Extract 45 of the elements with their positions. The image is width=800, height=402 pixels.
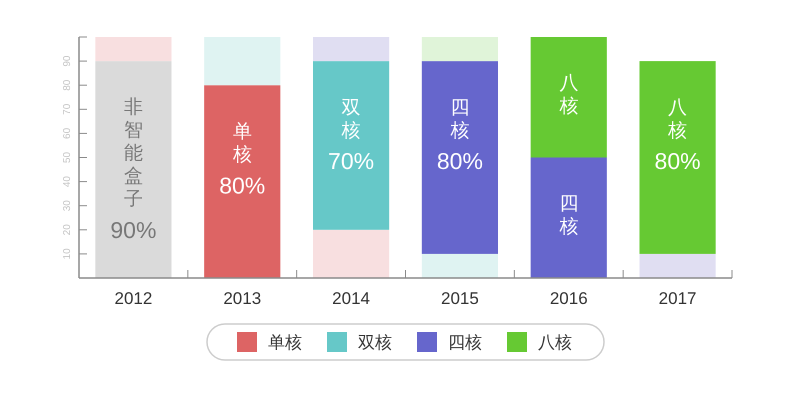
bar	[204, 85, 280, 278]
legend-label: 双核	[358, 332, 392, 352]
legend-label: 单核	[268, 332, 302, 352]
y-tick-label: 20	[62, 224, 73, 236]
bar	[422, 254, 498, 278]
y-tick-label: 90	[62, 55, 73, 67]
bar	[95, 37, 172, 62]
y-tick-label: 30	[62, 200, 73, 212]
x-tick-label: 2012	[114, 289, 152, 308]
bar	[204, 37, 280, 86]
data-label: 70%	[328, 148, 374, 174]
data-label: 80%	[436, 148, 483, 174]
legend-label: 八核	[538, 332, 572, 352]
annotation: 四核	[449, 97, 470, 142]
legend-label: 四核	[448, 332, 482, 352]
x-tick-label: 2013	[223, 289, 262, 308]
y-tick-label: 70	[62, 103, 73, 115]
data-label: 80%	[219, 172, 266, 198]
annotation: 单核	[232, 121, 252, 166]
bar	[422, 61, 498, 254]
x-tick-label: 2016	[550, 289, 588, 308]
y-tick-label: 50	[62, 152, 73, 164]
y-tick-label: 40	[62, 176, 73, 188]
bar	[312, 61, 390, 230]
data-label: 90%	[110, 217, 156, 244]
annotation: 四核	[558, 194, 578, 238]
data-label: 80%	[654, 148, 701, 174]
bar	[530, 37, 607, 158]
bar	[639, 254, 716, 278]
bar	[422, 37, 498, 62]
x-tick-label: 2015	[441, 289, 479, 308]
bar	[95, 61, 172, 278]
annotation: 双核	[340, 97, 361, 142]
bar	[312, 230, 390, 278]
annotation: 非智能盒子	[124, 97, 143, 210]
annotation: 八核	[667, 97, 688, 142]
y-tick-label: 10	[62, 248, 73, 260]
bar	[312, 37, 390, 62]
annotation: 八核	[558, 73, 578, 118]
y-tick-label: 60	[62, 127, 73, 139]
y-tick-label: 80	[62, 79, 73, 91]
bar	[639, 61, 716, 254]
x-tick-label: 2017	[658, 289, 696, 308]
x-tick-label: 2014	[332, 289, 370, 308]
bar	[530, 158, 607, 278]
